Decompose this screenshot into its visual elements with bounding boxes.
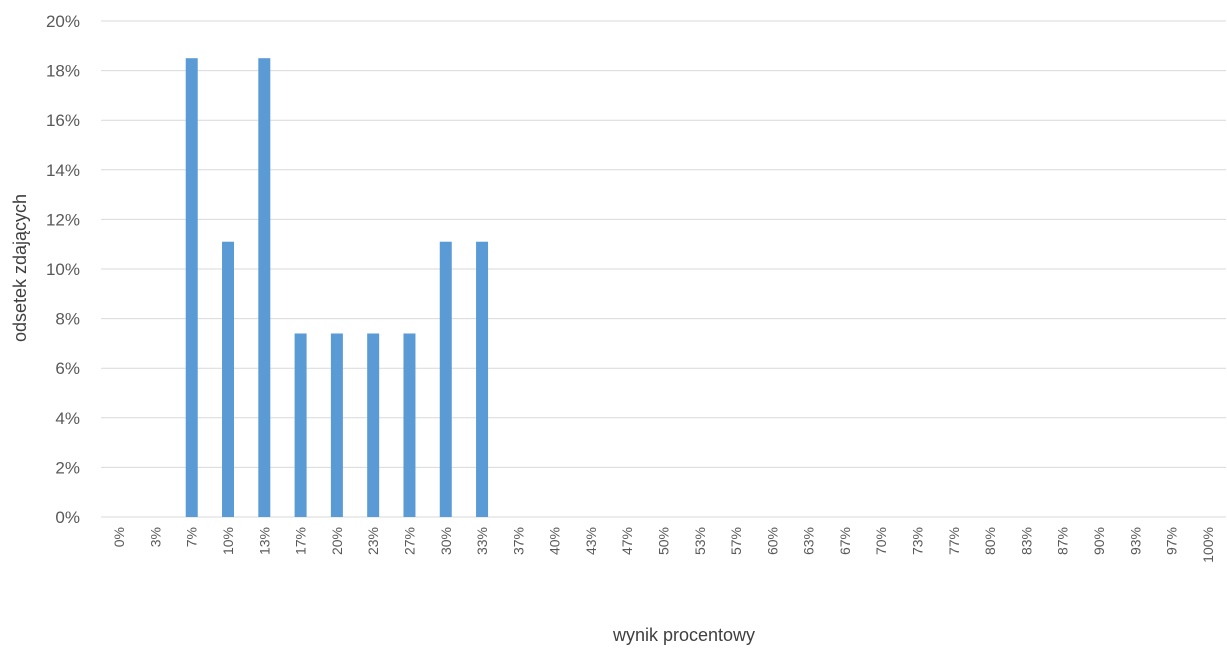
bar-13pct [258, 58, 271, 517]
x-tick-label: 97% [1164, 527, 1180, 555]
x-axis-label: wynik procentowy [612, 625, 755, 645]
bar-10pct [222, 241, 235, 517]
x-tick-label: 13% [256, 527, 272, 555]
gridlines [101, 20, 1226, 518]
bar-20pct [330, 333, 343, 517]
y-tick-label: 10% [46, 260, 80, 279]
x-tick-label: 53% [692, 527, 708, 555]
y-axis-ticks: 0% 2% 4% 6% 8% 10% 12% 14% 16% 18% 20% [46, 12, 80, 527]
bars [185, 58, 489, 517]
x-tick-label: 17% [293, 527, 309, 555]
bar-30pct [439, 241, 452, 517]
x-tick-label: 50% [656, 527, 672, 555]
x-tick-label: 80% [982, 527, 998, 555]
x-tick-label: 0% [111, 527, 127, 547]
y-tick-label: 0% [55, 508, 80, 527]
x-tick-label: 20% [329, 527, 345, 555]
y-tick-label: 4% [55, 409, 80, 428]
y-tick-label: 6% [55, 359, 80, 378]
x-tick-label: 93% [1127, 527, 1143, 555]
y-axis-label: odsetek zdających [10, 194, 30, 342]
x-tick-label: 63% [801, 527, 817, 555]
x-tick-label: 73% [910, 527, 926, 555]
bar-33pct [476, 241, 489, 517]
x-tick-label: 27% [401, 527, 417, 555]
x-tick-label: 33% [474, 527, 490, 555]
bar-23pct [367, 333, 380, 517]
x-tick-label: 57% [728, 527, 744, 555]
x-tick-label: 70% [873, 527, 889, 555]
x-tick-label: 47% [619, 527, 635, 555]
bar-7pct [185, 58, 198, 517]
x-tick-label: 30% [438, 527, 454, 555]
x-tick-label: 67% [837, 527, 853, 555]
y-tick-label: 12% [46, 210, 80, 229]
x-tick-label: 3% [147, 527, 163, 547]
y-tick-label: 2% [55, 458, 80, 477]
bar-27pct [403, 333, 416, 517]
y-tick-label: 16% [46, 111, 80, 130]
x-tick-label: 83% [1018, 527, 1034, 555]
x-tick-label: 77% [946, 527, 962, 555]
x-tick-label: 90% [1091, 527, 1107, 555]
y-tick-label: 18% [46, 62, 80, 81]
x-tick-label: 37% [510, 527, 526, 555]
x-tick-label: 40% [547, 527, 563, 555]
x-tick-label: 10% [220, 527, 236, 555]
x-tick-label: 100% [1200, 527, 1216, 563]
x-tick-label: 87% [1055, 527, 1071, 555]
bar-17pct [294, 333, 307, 517]
x-tick-label: 23% [365, 527, 381, 555]
y-tick-label: 8% [55, 310, 80, 329]
x-tick-label: 60% [764, 527, 780, 555]
x-axis-ticks: 0% 3% 7% 10% 13% 17% 20% 23% 27% 30% 33% 37% 40% 43% 4… [111, 527, 1216, 563]
x-tick-label: 43% [583, 527, 599, 555]
y-tick-label: 20% [46, 12, 80, 31]
x-tick-label: 7% [184, 527, 200, 547]
y-tick-label: 14% [46, 161, 80, 180]
